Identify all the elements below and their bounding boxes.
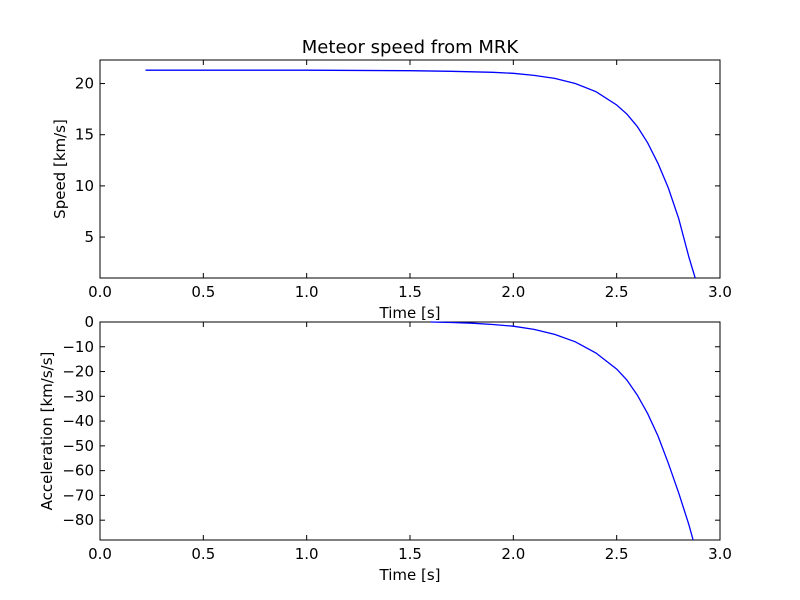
acceleration-y-tick-label: −50 <box>62 437 94 455</box>
acceleration-ticks: 0.0 0.5 1.0 1.5 2.0 2.5 3.0 0 −10 −20 −30 −40 −50 −60… <box>62 313 732 563</box>
acceleration-x-tick-label: 1.5 <box>398 545 422 563</box>
speed-x-tick-label: 0.5 <box>191 283 215 301</box>
acceleration-x-tick-label: 0.0 <box>88 545 112 563</box>
speed-y-tick-label: 10 <box>75 177 94 195</box>
acceleration-y-tick-label: −60 <box>62 462 94 480</box>
speed-x-tick-label: 1.5 <box>398 283 422 301</box>
speed-y-tick-label: 20 <box>75 75 94 93</box>
acceleration-x-tick-label: 0.5 <box>191 545 215 563</box>
acceleration-y-tick-label: −80 <box>62 511 94 529</box>
speed-x-tick-label: 2.0 <box>501 283 525 301</box>
acceleration-y-tick-label: −30 <box>62 387 94 405</box>
acceleration-chart: 0.0 0.5 1.0 1.5 2.0 2.5 3.0 0 −10 −20 −30 −40 −50 −60… <box>38 313 732 584</box>
speed-x-tick-label: 1.0 <box>295 283 319 301</box>
speed-series-line <box>145 69 696 279</box>
speed-x-tick-label: 2.5 <box>605 283 629 301</box>
acceleration-x-tick-label: 2.5 <box>605 545 629 563</box>
speed-ticks: 0.0 0.5 1.0 1.5 2.0 2.5 3.0 5 10 15 20 <box>75 60 732 301</box>
acceleration-y-tick-label: −20 <box>62 363 94 381</box>
acceleration-y-axis-label: Acceleration [km/s/s] <box>38 352 56 511</box>
acceleration-y-tick-label: −10 <box>62 338 94 356</box>
speed-series <box>145 69 696 279</box>
acceleration-x-axis-label: Time [s] <box>379 566 441 584</box>
acceleration-x-tick-label: 1.0 <box>295 545 319 563</box>
speed-chart-title: Meteor speed from MRK <box>302 37 520 58</box>
acceleration-y-tick-label: −70 <box>62 486 94 504</box>
acceleration-x-tick-label: 3.0 <box>708 545 732 563</box>
acceleration-x-tick-label: 2.0 <box>501 545 525 563</box>
speed-x-tick-label: 0.0 <box>88 283 112 301</box>
speed-x-tick-label: 3.0 <box>708 283 732 301</box>
speed-y-tick-label: 5 <box>84 228 94 246</box>
acceleration-y-tick-label: −40 <box>62 412 94 430</box>
acceleration-series <box>430 321 694 541</box>
acceleration-series-line <box>430 321 694 541</box>
acceleration-y-tick-label: 0 <box>84 313 94 331</box>
speed-y-tick-label: 15 <box>75 126 94 144</box>
speed-chart: Meteor speed from MRK 0.0 0.5 1.0 1.5 2.0 2.5… <box>51 37 732 322</box>
speed-y-axis-label: Speed [km/s] <box>51 119 69 219</box>
speed-x-axis-label: Time [s] <box>379 304 441 322</box>
